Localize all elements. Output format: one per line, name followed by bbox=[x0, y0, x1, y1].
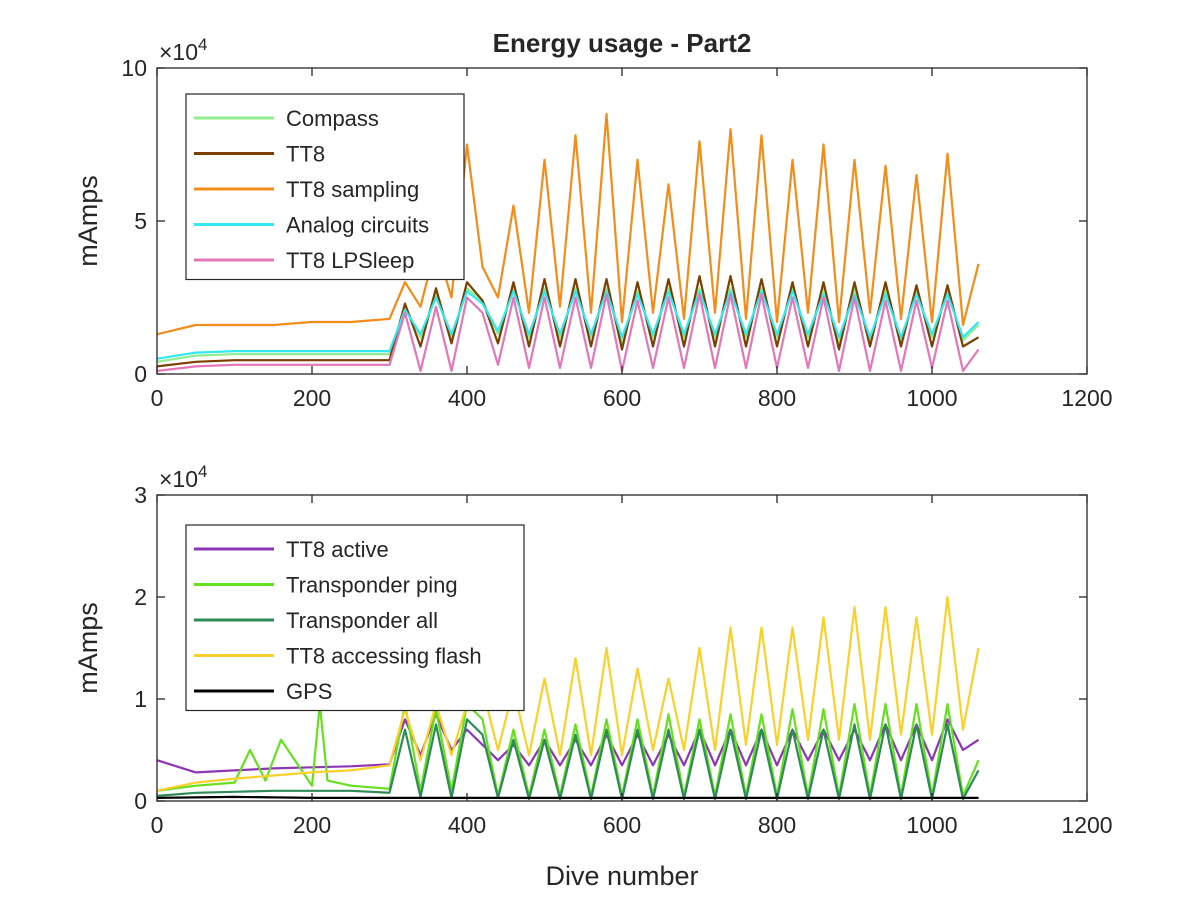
legend-entry: Compass bbox=[286, 106, 379, 131]
x-tick-label: 800 bbox=[758, 385, 796, 411]
legend: TT8 active Transponder ping Transponder al… bbox=[185, 524, 525, 712]
series-line-tt8-sampling bbox=[157, 112, 980, 336]
x-tick-label: 200 bbox=[293, 385, 331, 411]
series-group bbox=[157, 595, 980, 801]
y-axis-label: mAmps bbox=[73, 602, 103, 694]
y-axis-label: mAmps bbox=[73, 175, 103, 267]
legend: Compass TT8 TT8 sampling Analog circuits TT8… bbox=[185, 93, 465, 281]
x-tick-label: 0 bbox=[151, 812, 164, 838]
legend-entry: GPS bbox=[286, 679, 332, 704]
legend-entry: Analog circuits bbox=[286, 213, 429, 238]
legend-entry: Transponder all bbox=[286, 608, 438, 633]
legend-entry: TT8 LPSleep bbox=[286, 248, 414, 273]
y-exponent-label: ×104 bbox=[159, 462, 207, 492]
x-tick-label: 1200 bbox=[1061, 812, 1112, 838]
series-line-tt8-lpsleep bbox=[157, 293, 980, 372]
y-tick-label: 5 bbox=[134, 208, 147, 234]
panel-bottom: 0 200 400 600 800 1000 1200 0 1 2 3 ×104 mAmps Dive n… bbox=[73, 462, 1113, 891]
x-tick-label: 1000 bbox=[906, 812, 957, 838]
x-tick-label: 200 bbox=[293, 812, 331, 838]
x-tick-label: 400 bbox=[448, 812, 486, 838]
y-tick-label: 2 bbox=[134, 584, 147, 610]
y-tick-label: 3 bbox=[134, 482, 147, 508]
panel-top: 0 200 400 600 800 1000 1200 0 5 10 ×104 mAmps Compas… bbox=[73, 35, 1113, 411]
y-tick-label: 0 bbox=[134, 788, 147, 814]
series-line-tt8-accessing-flash bbox=[157, 595, 980, 792]
y-tick-label: 0 bbox=[134, 361, 147, 387]
legend-box bbox=[185, 93, 465, 281]
x-tick-label: 800 bbox=[758, 812, 796, 838]
x-tick-label: 0 bbox=[151, 385, 164, 411]
x-tick-label: 1200 bbox=[1061, 385, 1112, 411]
legend-entry: Transponder ping bbox=[286, 573, 458, 598]
legend-entry: TT8 active bbox=[286, 537, 389, 562]
legend-box bbox=[185, 524, 525, 712]
x-tick-label: 600 bbox=[603, 812, 641, 838]
series-line-analog-circuits bbox=[157, 290, 980, 360]
series-group bbox=[157, 112, 980, 372]
chart-title: Energy usage - Part2 bbox=[493, 28, 752, 58]
x-tick-label: 1000 bbox=[906, 385, 957, 411]
legend-entry: TT8 sampling bbox=[286, 177, 419, 202]
x-tick-label: 600 bbox=[603, 385, 641, 411]
x-axis-label: Dive number bbox=[545, 861, 698, 891]
legend-entry: TT8 accessing flash bbox=[286, 644, 482, 669]
series-line-transponder-all bbox=[157, 718, 980, 801]
legend-entry: TT8 bbox=[286, 142, 325, 167]
series-line-transponder-ping bbox=[157, 702, 980, 798]
y-exponent-label: ×104 bbox=[159, 35, 207, 65]
y-tick-label: 1 bbox=[134, 686, 147, 712]
series-line-gps bbox=[157, 795, 979, 800]
y-tick-label: 10 bbox=[121, 55, 147, 81]
x-tick-label: 400 bbox=[448, 385, 486, 411]
